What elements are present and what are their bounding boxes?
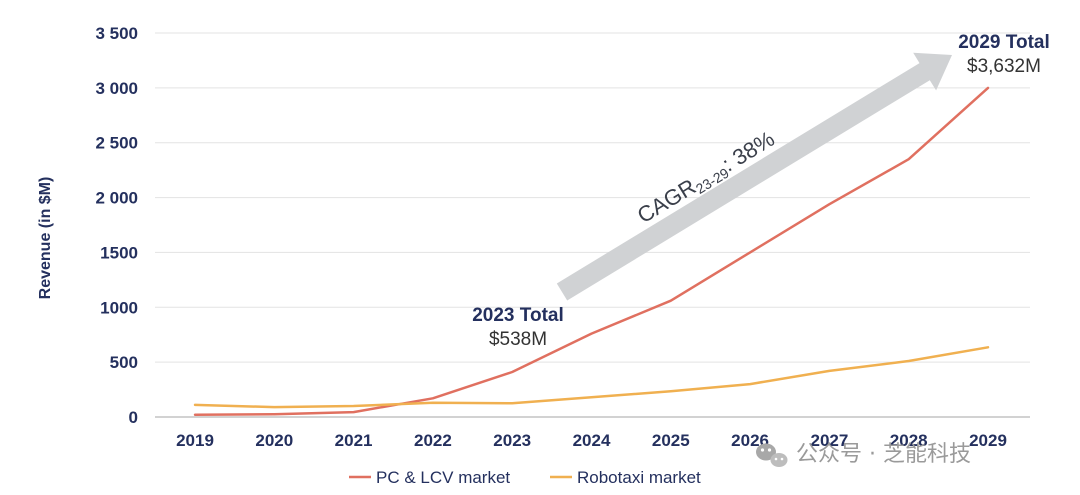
x-tick-label: 2026 (731, 431, 769, 450)
x-tick-label: 2024 (573, 431, 611, 450)
legend-label-pc-lcv: PC & LCV market (376, 468, 510, 487)
y-tick-label: 500 (110, 353, 138, 372)
annotation-2023-title: 2023 Total (472, 305, 564, 326)
legend: PC & LCV market Robotaxi market (349, 468, 701, 487)
y-tick-label: 1500 (100, 243, 138, 262)
x-axis-ticks: 2019 2020 2021 2022 2023 2024 2025 2026 2027 2028… (176, 431, 1007, 450)
x-tick-label: 2025 (652, 431, 690, 450)
cagr-arrow: CAGR23-29: 38% (556, 52, 952, 301)
y-axis-label: Revenue (in $M) (37, 177, 54, 300)
y-tick-label: 3 000 (95, 79, 138, 98)
series-line-pc-lcv (193, 86, 990, 417)
gridlines (155, 32, 1030, 418)
y-tick-label: 1000 (100, 298, 138, 317)
annotation-2029-value: $3,632M (967, 56, 1041, 77)
x-tick-label: 2019 (176, 431, 214, 450)
x-tick-label: 2029 (969, 431, 1007, 450)
series-line-robotaxi (193, 346, 990, 409)
x-tick-label: 2022 (414, 431, 452, 450)
y-tick-label: 2 000 (95, 189, 138, 208)
x-tick-label: 2020 (255, 431, 293, 450)
y-tick-label: 2 500 (95, 134, 138, 153)
series-lines (193, 86, 990, 417)
cagr-arrow-shape (556, 52, 952, 301)
watermark-text: 公众号 · 芝能科技 (796, 442, 971, 467)
legend-label-robotaxi: Robotaxi market (577, 468, 701, 487)
x-tick-label: 2028 (890, 431, 928, 450)
annotation-2029-title: 2029 Total (958, 32, 1050, 53)
y-tick-label: 3 500 (95, 24, 138, 43)
y-axis-ticks: 0 500 1000 1500 2 000 2 500 3 000 3 500 (95, 24, 138, 427)
x-tick-label: 2027 (810, 431, 848, 450)
x-tick-label: 2021 (335, 431, 373, 450)
annotation-2023-value: $538M (489, 329, 547, 350)
y-tick-label: 0 (129, 408, 138, 427)
watermark: 公众号 · 芝能科技 (756, 442, 971, 467)
x-tick-label: 2023 (493, 431, 531, 450)
wechat-icon (756, 443, 788, 467)
